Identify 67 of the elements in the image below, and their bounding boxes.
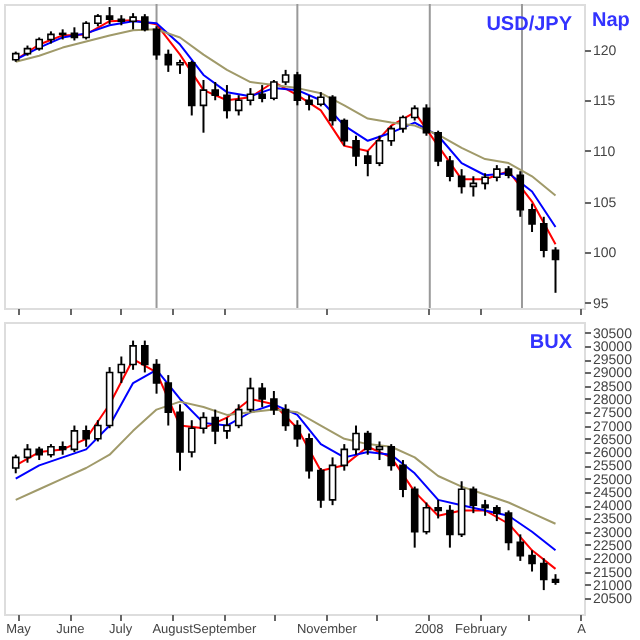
candlestick [352, 424, 360, 456]
candlestick [152, 358, 161, 395]
candlestick [422, 501, 431, 536]
candlestick [387, 124, 396, 147]
candlestick [246, 376, 255, 414]
text: BUX [529, 332, 573, 354]
candlestick [141, 339, 149, 374]
candlestick [164, 48, 173, 73]
candlestick [129, 339, 137, 371]
candlestick [164, 374, 173, 427]
text: Nap [592, 10, 630, 32]
candlestick [528, 549, 536, 573]
candlestick [457, 480, 466, 539]
candlestick [82, 20, 90, 41]
candlestick [446, 155, 454, 183]
candlestick [434, 498, 442, 520]
candlestick [328, 456, 337, 507]
candlestick [422, 103, 431, 137]
candlestick [199, 411, 208, 435]
candlestick [363, 149, 372, 178]
candlestick [211, 81, 220, 102]
candlestick [94, 419, 102, 443]
candlestick [516, 170, 525, 218]
candlestick [223, 84, 231, 120]
candlestick [551, 246, 560, 294]
candlestick [375, 440, 384, 462]
candlestick [399, 459, 407, 499]
candlestick [504, 509, 513, 552]
candlestick [387, 443, 396, 472]
candlestick [469, 485, 478, 515]
candlestick [528, 202, 536, 233]
candlestick [70, 424, 79, 454]
candlestick [363, 429, 372, 456]
candlestick [270, 390, 278, 416]
candlestick [199, 79, 208, 134]
candlestick [352, 134, 360, 168]
candlestick [293, 70, 302, 107]
candlestick [434, 129, 442, 168]
candlestick [234, 94, 243, 117]
candlestick [317, 467, 325, 509]
candlestick [305, 432, 313, 480]
candlestick [11, 453, 20, 475]
candlestick [539, 215, 548, 259]
candlestick [152, 25, 161, 61]
candlestick [223, 416, 231, 440]
candlestick [281, 403, 290, 432]
candlestick [176, 403, 184, 472]
candlestick [457, 168, 466, 195]
chart-title: USD/JPY [486, 14, 573, 36]
candlestick [539, 557, 548, 592]
candlestick [270, 79, 278, 102]
candlestick [340, 443, 349, 472]
candlestick [117, 355, 126, 385]
candlestick [211, 408, 220, 446]
candlestick [340, 117, 349, 147]
candlestick [258, 382, 266, 408]
candlestick [293, 419, 302, 448]
candlestick [234, 403, 243, 430]
candlestick [410, 485, 419, 549]
candlestick [375, 134, 384, 168]
candlestick [446, 504, 454, 549]
candlestick [82, 424, 90, 448]
candlestick [187, 59, 196, 117]
candlestick [23, 443, 32, 464]
candlestick [187, 419, 196, 459]
line-series [14, 28, 557, 197]
candlestick [328, 94, 337, 127]
